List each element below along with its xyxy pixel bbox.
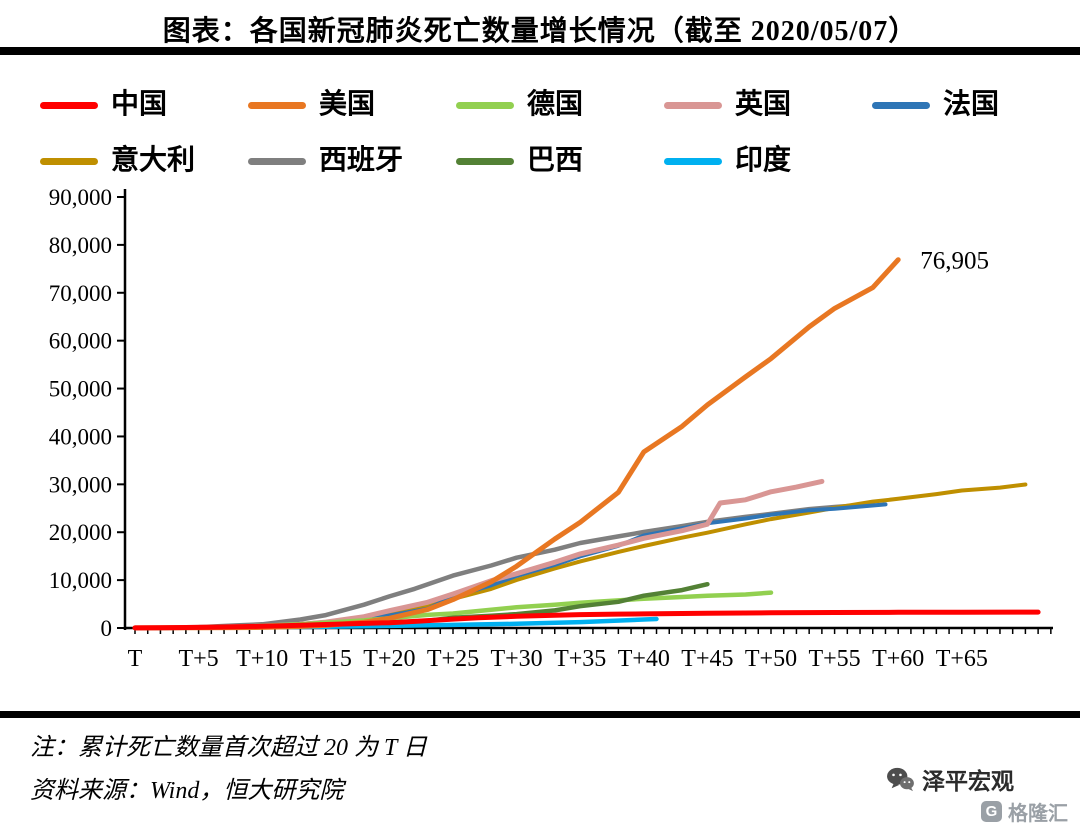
- legend-label-france: 法国: [943, 89, 1000, 120]
- x-axis-label: T+25: [427, 646, 479, 672]
- legend-label-germany: 德国: [527, 89, 584, 120]
- gelonghui-label: 格隆汇: [1008, 803, 1068, 825]
- y-axis: 0 10,000 20,000 30,000 40,000 50,000 60,000 70,…: [49, 185, 127, 641]
- x-axis-label: T+20: [363, 646, 415, 672]
- legend-label-uk: 英国: [735, 89, 792, 120]
- legend-swatch-india: [664, 157, 722, 165]
- legend-label-india: 印度: [735, 145, 792, 176]
- x-axis-label: T+10: [236, 646, 288, 672]
- legend-label-china: 中国: [111, 89, 168, 120]
- y-axis-label: 30,000: [49, 472, 112, 497]
- series-lines: [132, 257, 1041, 631]
- chart: 0 10,000 20,000 30,000 40,000 50,000 60,000 70,…: [49, 185, 1053, 672]
- x-axis-label: T+5: [178, 646, 218, 672]
- y-axis-label: 20,000: [49, 520, 112, 545]
- x-axis: T T+5 T+10 T+15 T+20 T+25 T+30 T+35 T+40 T+45 T+50…: [125, 626, 1053, 672]
- x-axis-label: T+35: [554, 646, 606, 672]
- legend-item-spain: 西班牙: [248, 147, 456, 175]
- title-divider: [0, 47, 1080, 55]
- legend-item-usa: 美国: [248, 91, 456, 119]
- legend-swatch-italy: [40, 157, 98, 165]
- series-line-china: [132, 609, 1041, 631]
- legend-swatch-china: [40, 101, 98, 109]
- legend-label-italy: 意大利: [111, 145, 196, 176]
- y-axis-label: 0: [101, 616, 113, 641]
- footer-divider: [0, 711, 1080, 718]
- y-axis-label: 80,000: [49, 233, 112, 258]
- x-axis-label: T+55: [808, 646, 860, 672]
- x-axis-label: T+40: [618, 646, 670, 672]
- y-axis-label: 40,000: [49, 424, 112, 449]
- legend-label-spain: 西班牙: [319, 145, 404, 176]
- wechat-icon: [887, 767, 914, 791]
- legend-label-usa: 美国: [319, 89, 376, 120]
- gelonghui-brand: G 格隆汇: [981, 797, 1068, 826]
- legend-item-italy: 意大利: [40, 147, 248, 175]
- legend-item-brazil: 巴西: [456, 147, 664, 175]
- y-axis-label: 60,000: [49, 329, 112, 354]
- x-axis-label: T+45: [681, 646, 733, 672]
- gelonghui-logo-icon: G: [981, 801, 1002, 822]
- source-note: 资料来源：Wind，恒大研究院: [30, 778, 344, 804]
- y-axis-label: 50,000: [49, 377, 112, 402]
- legend-item-india: 印度: [664, 147, 872, 175]
- us-endpoint-value-label: 76,905: [920, 248, 989, 275]
- y-axis-label: 90,000: [49, 185, 112, 210]
- legend-swatch-germany: [456, 101, 514, 109]
- chart-note: 注：累计死亡数量首次超过 20 为 T 日: [30, 735, 427, 761]
- legend-swatch-brazil: [456, 157, 514, 165]
- legend-item-china: 中国: [40, 91, 248, 119]
- series-line-uk: [132, 478, 825, 631]
- legend-label-brazil: 巴西: [527, 145, 584, 176]
- chart-legend: 中国 美国 德国 英国 法国意大利 西班牙 巴西 印度: [0, 77, 1080, 189]
- legend-swatch-uk: [664, 101, 722, 109]
- page-title: 图表：各国新冠肺炎死亡数量增长情况（截至 2020/05/07）: [162, 16, 918, 47]
- y-axis-label: 70,000: [49, 281, 112, 306]
- zeping-macro-brand: 泽平宏观: [886, 762, 1014, 796]
- legend-swatch-usa: [248, 101, 306, 109]
- y-axis-label: 10,000: [49, 568, 112, 593]
- legend-item-france: 法国: [872, 91, 1080, 119]
- x-axis-label: T+30: [490, 646, 542, 672]
- zeping-macro-label: 泽平宏观: [922, 768, 1014, 794]
- x-axis-label: T: [128, 646, 143, 672]
- legend-item-uk: 英国: [664, 91, 872, 119]
- x-axis-label: T+15: [300, 646, 352, 672]
- x-axis-label: T+50: [745, 646, 797, 672]
- x-axis-label: T+60: [872, 646, 924, 672]
- legend-swatch-france: [872, 101, 930, 109]
- x-axis-label: T+65: [936, 646, 988, 672]
- legend-swatch-spain: [248, 157, 306, 165]
- legend-item-germany: 德国: [456, 91, 664, 119]
